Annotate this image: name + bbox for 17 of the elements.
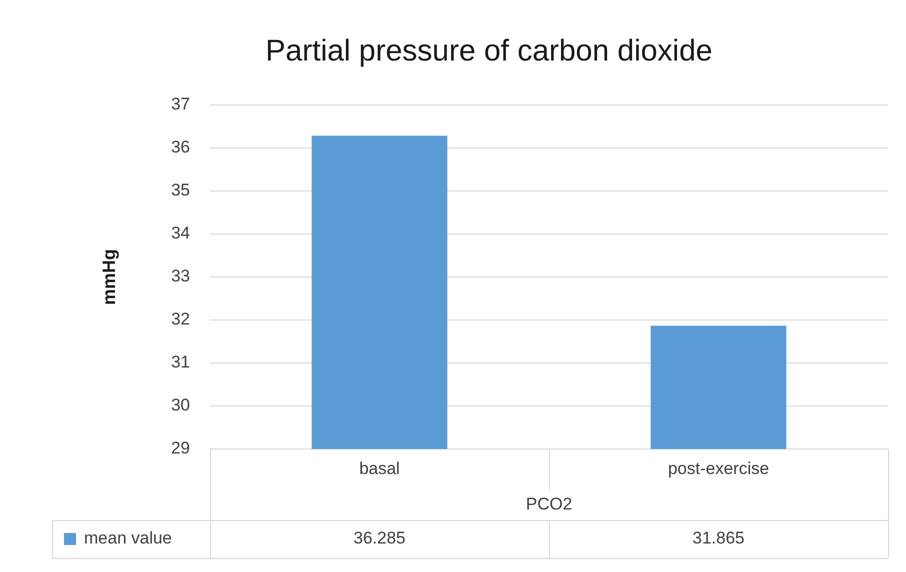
y-tick-label: 29 [171,438,190,458]
chart-title: Partial pressure of carbon dioxide [266,34,712,68]
x-tick-label: post-exercise [668,459,770,478]
y-tick-label: 31 [171,352,190,372]
data-label: 36.285 [354,528,406,548]
y-axis-title: mmHg [98,248,119,306]
y-tick-label: 34 [171,224,190,243]
y-tick-label: 32 [171,310,190,329]
y-tick-label: 36 [171,138,190,157]
legend-label: mean value [84,528,172,548]
x-axis-title: PCO2 [526,494,572,514]
y-tick-label: 37 [171,94,190,114]
y-tick-label: 33 [171,266,190,286]
y-tick-label: 35 [171,180,190,200]
data-label: 31.865 [692,528,744,548]
y-tick-label: 30 [171,396,190,415]
x-tick-label: basal [359,459,400,478]
